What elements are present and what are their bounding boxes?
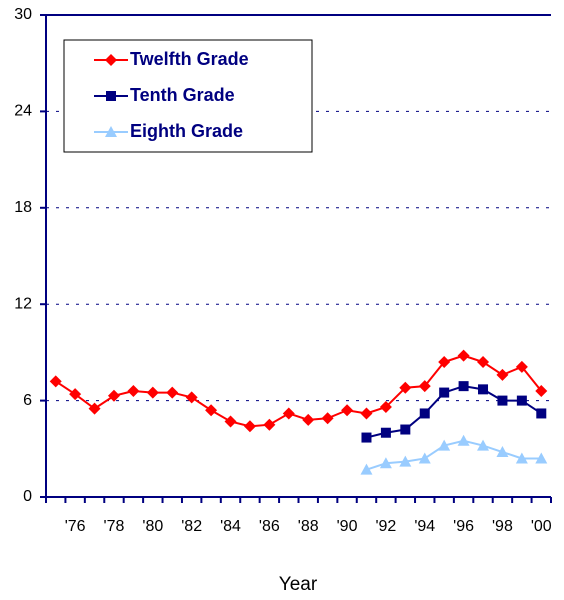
- legend-marker: [105, 54, 117, 66]
- marker: [457, 349, 470, 362]
- marker: [419, 408, 430, 419]
- marker: [418, 380, 431, 393]
- marker: [243, 420, 256, 433]
- x-tick-label: '92: [375, 518, 396, 535]
- x-axis-label: Year: [279, 574, 318, 595]
- legend-label: Tenth Grade: [130, 85, 235, 105]
- marker: [516, 395, 527, 406]
- y-tick-label: 24: [14, 103, 32, 120]
- marker: [263, 418, 276, 431]
- x-tick-label: '80: [142, 518, 163, 535]
- marker: [458, 381, 469, 392]
- marker: [439, 387, 450, 398]
- marker: [321, 412, 334, 425]
- marker: [166, 386, 179, 399]
- x-tick-label: '90: [337, 518, 358, 535]
- marker: [379, 457, 392, 469]
- x-tick-label: '98: [492, 518, 513, 535]
- marker: [399, 455, 412, 467]
- marker: [302, 413, 315, 426]
- marker: [400, 424, 411, 435]
- marker: [515, 360, 528, 373]
- legend: Twelfth Grade Tenth Grade Eighth Grade: [63, 39, 313, 153]
- marker: [360, 407, 373, 420]
- marker: [360, 463, 373, 475]
- marker: [418, 452, 431, 464]
- x-tick-label: '78: [104, 518, 125, 535]
- marker: [380, 427, 391, 438]
- marker: [457, 434, 470, 446]
- y-tick-label: 0: [23, 488, 32, 505]
- legend-label: Eighth Grade: [130, 121, 243, 141]
- x-tick-label: '86: [259, 518, 280, 535]
- legend-marker: [105, 126, 117, 137]
- marker: [127, 384, 140, 397]
- x-tick-label: '00: [531, 518, 552, 535]
- y-tick-label: 30: [14, 6, 32, 23]
- marker: [282, 407, 295, 420]
- x-tick-label: '82: [181, 518, 202, 535]
- y-tick-label: 12: [14, 295, 32, 312]
- marker: [379, 401, 392, 414]
- marker: [69, 388, 82, 401]
- marker: [478, 384, 489, 395]
- x-tick-label: '96: [453, 518, 474, 535]
- marker: [205, 404, 218, 417]
- marker: [361, 432, 372, 443]
- marker: [341, 404, 354, 417]
- marker: [536, 408, 547, 419]
- x-tick-label: '88: [298, 518, 319, 535]
- marker: [185, 391, 198, 404]
- marker: [497, 395, 508, 406]
- marker: [535, 384, 548, 397]
- marker: [535, 452, 548, 464]
- marker: [477, 356, 490, 369]
- x-tick-label: '76: [65, 518, 86, 535]
- x-tick-label: '94: [414, 518, 435, 535]
- marker: [438, 356, 451, 369]
- y-tick-label: 18: [14, 199, 32, 216]
- marker: [224, 415, 237, 428]
- marker: [438, 439, 451, 451]
- x-tick-label: '84: [220, 518, 241, 535]
- marker: [496, 368, 509, 381]
- legend-marker: [106, 91, 116, 101]
- marker: [49, 375, 62, 388]
- marker: [477, 439, 490, 451]
- marker: [399, 381, 412, 394]
- marker: [515, 452, 528, 464]
- legend-label: Twelfth Grade: [130, 49, 249, 69]
- series-line: [366, 439, 542, 471]
- y-tick-label: 6: [23, 392, 32, 409]
- marker: [107, 389, 120, 402]
- series-line: [366, 385, 542, 439]
- marker: [496, 446, 509, 458]
- marker: [146, 386, 159, 399]
- marker: [88, 402, 101, 415]
